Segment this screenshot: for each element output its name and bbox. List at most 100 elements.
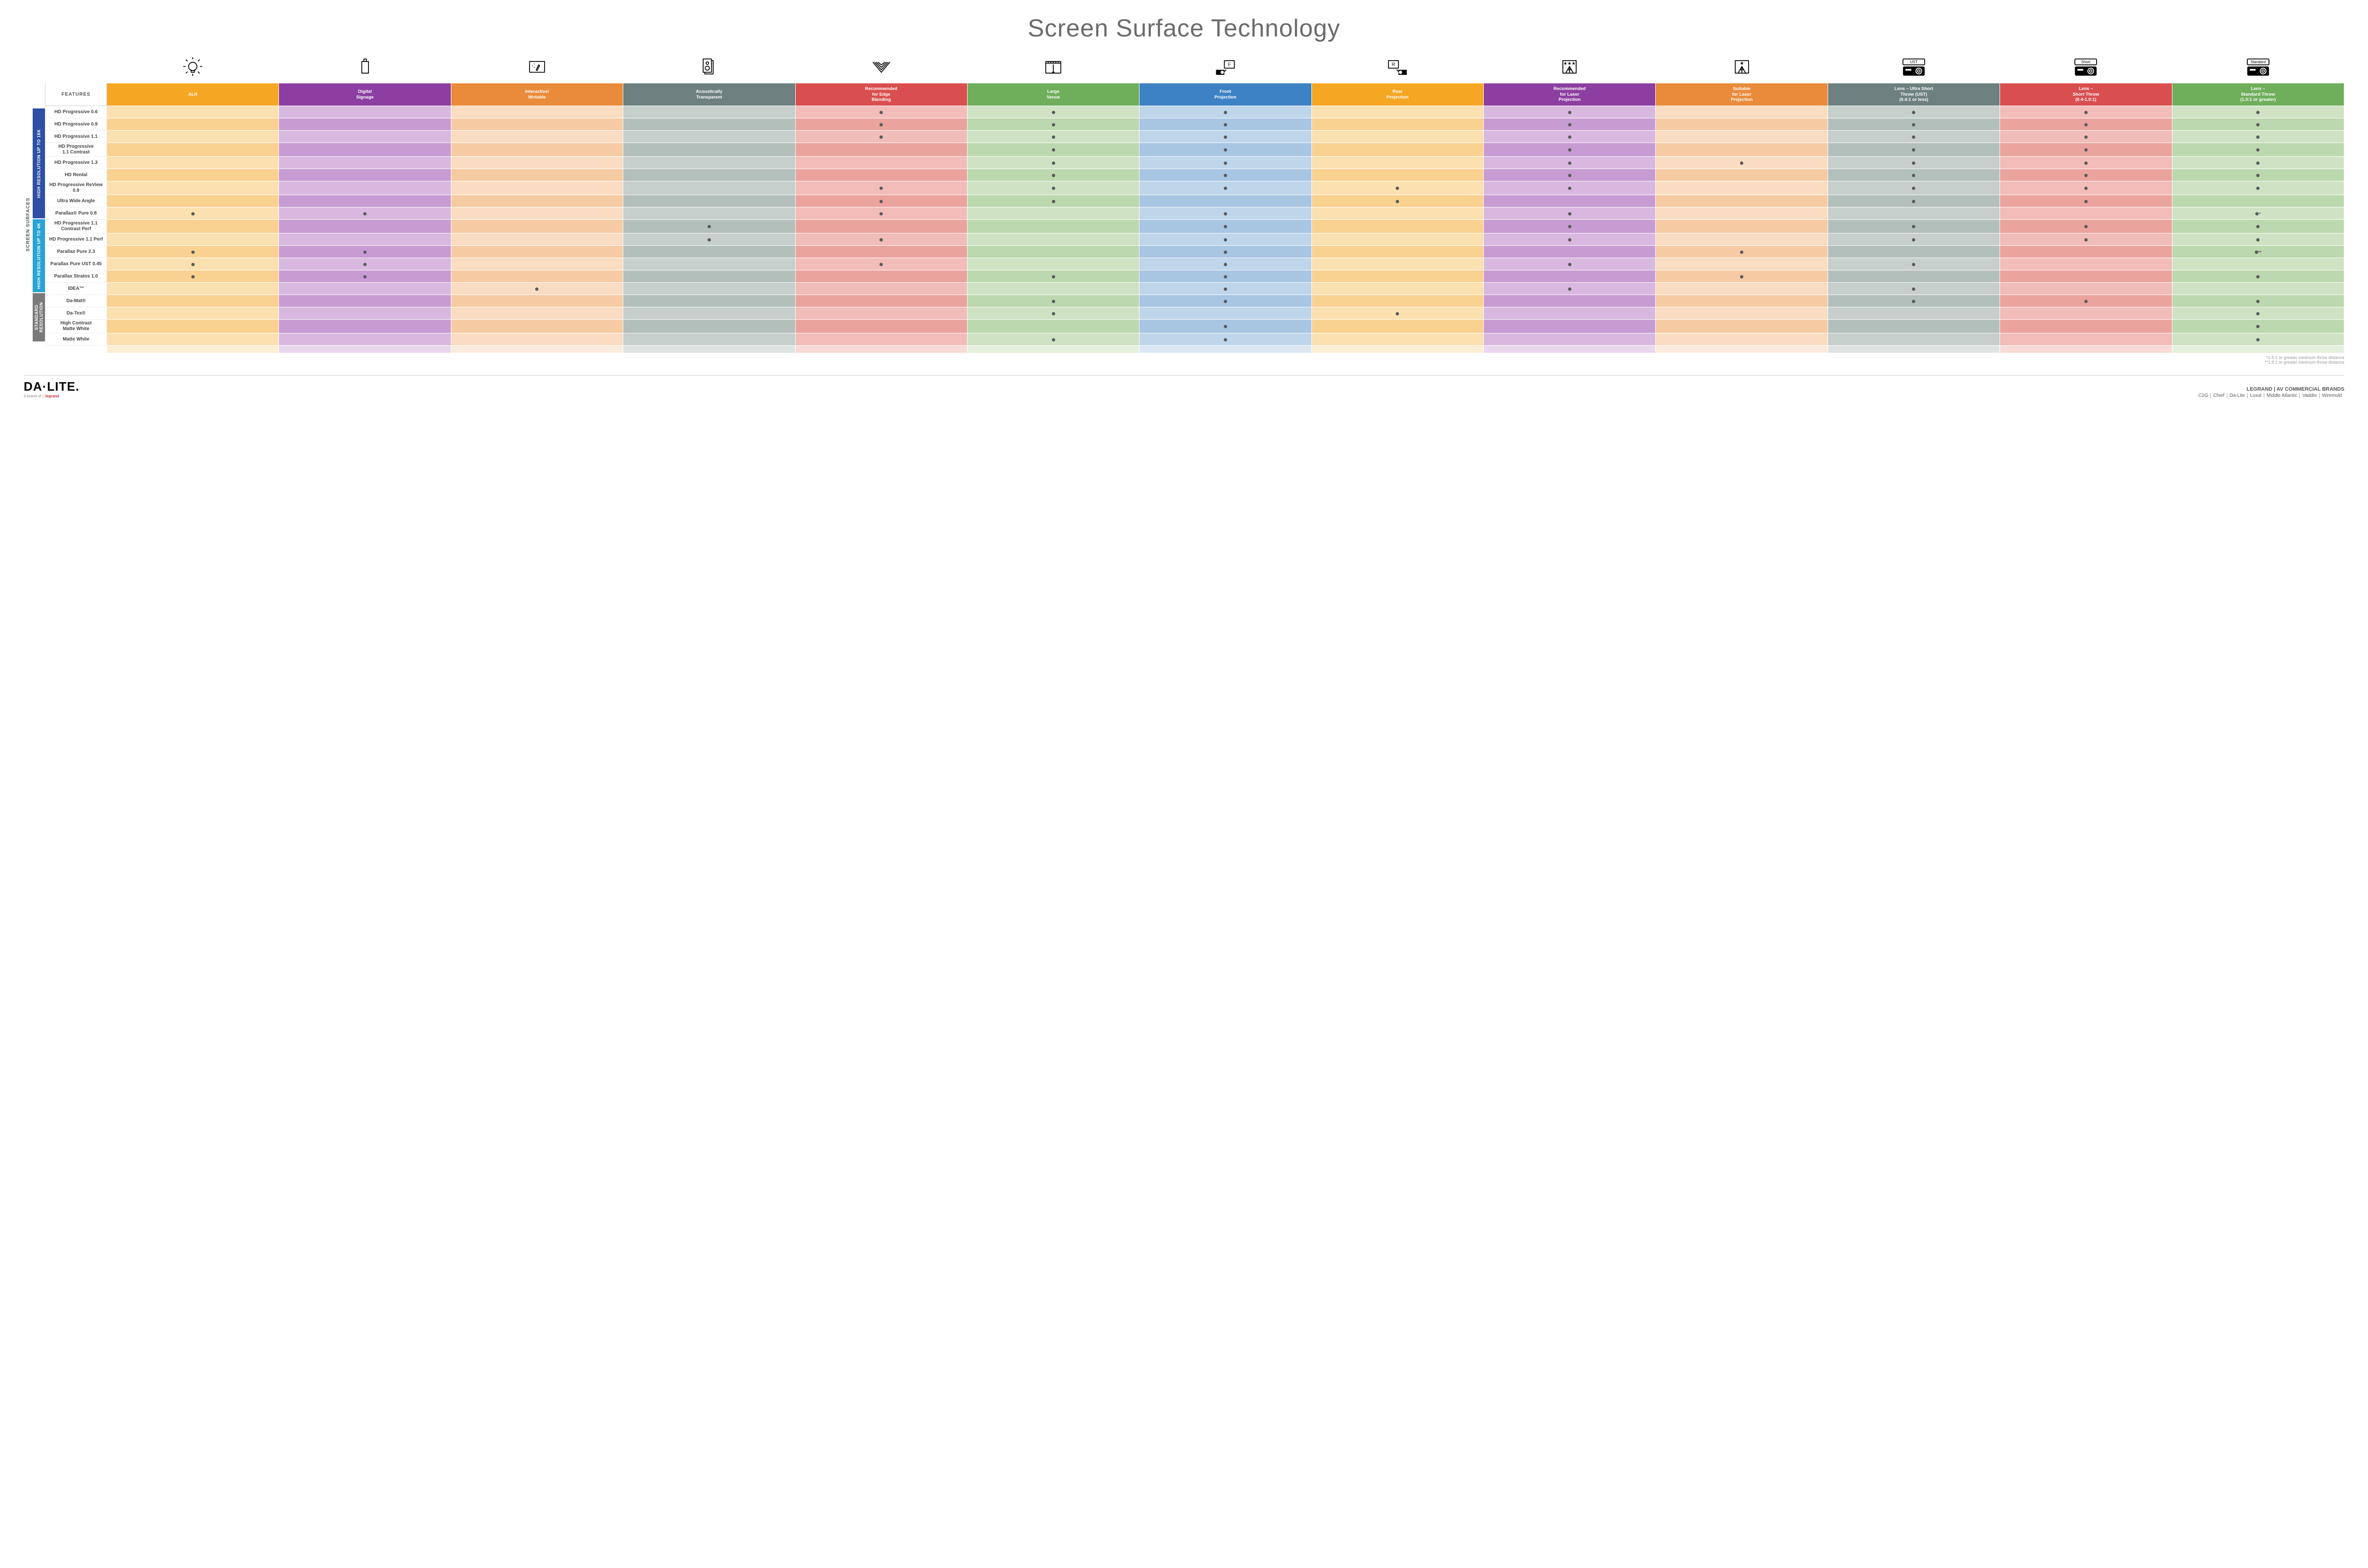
dot-icon	[1052, 148, 1055, 152]
dot-icon	[879, 263, 883, 266]
dot-icon	[879, 123, 883, 126]
cell-rea	[1311, 118, 1483, 131]
cell-slp	[1656, 207, 1828, 220]
cell-ust	[1828, 270, 2000, 283]
dot-icon	[1224, 212, 1227, 215]
cell-wri	[451, 157, 623, 169]
cell-sht	[2000, 333, 2172, 346]
dot-icon	[1052, 111, 1055, 114]
cell-aco	[623, 233, 795, 246]
dot-icon	[708, 225, 711, 228]
cell-lrg	[967, 169, 1139, 181]
row-label: Da-Mat®	[45, 295, 107, 307]
dot-icon	[1912, 135, 1915, 139]
icon-edg	[795, 55, 967, 83]
spacer-row	[45, 346, 2344, 353]
dot-icon	[1224, 174, 1227, 177]
cell-sig	[279, 106, 451, 118]
row-label: Da-Tex®	[45, 307, 107, 320]
cell-ust	[1828, 207, 2000, 220]
cell-slp	[1656, 195, 1828, 207]
row-label: Parallax Stratos 1.0	[45, 270, 107, 283]
cell-std	[2172, 106, 2344, 118]
table-row: HD Progressive ReView 0.9	[45, 181, 2344, 195]
row-label: Parallax Pure 2.3	[45, 246, 107, 258]
table-row: HD Progressive 1.1 Perf	[45, 233, 2344, 246]
svg-text:★★★: ★★★	[1563, 61, 1576, 66]
dot-icon	[1568, 187, 1571, 190]
cell-aco	[623, 246, 795, 258]
cell-wri	[451, 118, 623, 131]
dot-icon	[1052, 338, 1055, 341]
cell-alr	[107, 195, 279, 207]
dot-icon	[2084, 225, 2088, 228]
icon-rlp: ★★★	[1484, 55, 1656, 83]
col-header-sht: Lens –Short Throw(0.4-1.0:1)	[2000, 83, 2172, 106]
table-row: HD Progressive1.1 Contrast	[45, 143, 2344, 157]
dot-icon	[1912, 263, 1915, 266]
footer-brand: Da-Lite	[2227, 393, 2248, 398]
cell-aco	[623, 320, 795, 333]
cell-alr	[107, 143, 279, 157]
dot-icon	[2084, 135, 2088, 139]
dot-icon	[2256, 300, 2260, 303]
cell-wri	[451, 181, 623, 195]
cell-sig	[279, 333, 451, 346]
cell-slp	[1656, 233, 1828, 246]
svg-text:Short: Short	[2081, 60, 2091, 64]
cell-edg	[795, 106, 967, 118]
cell-edg	[795, 258, 967, 270]
cell-aco	[623, 181, 795, 195]
cell-rea	[1311, 220, 1483, 233]
dot-icon	[1052, 300, 1055, 303]
cell-sht	[2000, 258, 2172, 270]
col-header-rea: RearProjection	[1311, 83, 1483, 106]
cell-lrg	[967, 258, 1139, 270]
side-labels: SCREEN SURFACES HIGH RESOLUTION UP TO 16…	[24, 108, 45, 367]
dot-icon	[2256, 161, 2260, 165]
cell-lrg	[967, 270, 1139, 283]
cell-rea	[1311, 106, 1483, 118]
dot-icon	[1740, 161, 1743, 165]
cell-std	[2172, 131, 2344, 143]
dot-icon	[1224, 275, 1227, 278]
cell-wri	[451, 195, 623, 207]
cell-frn	[1139, 157, 1311, 169]
dot-icon	[708, 238, 711, 242]
cell-frn	[1139, 220, 1311, 233]
dot-icon	[191, 212, 195, 215]
cell-aco	[623, 283, 795, 295]
dot-icon	[1052, 200, 1055, 203]
cell-alr	[107, 106, 279, 118]
cell-slp	[1656, 320, 1828, 333]
dot-icon	[1912, 148, 1915, 152]
side-group: HIGH RESOLUTION UP TO 16K	[33, 108, 45, 218]
cell-edg	[795, 270, 967, 283]
cell-aco	[623, 333, 795, 346]
row-label: Ultra Wide Angle	[45, 195, 107, 207]
dot-icon	[535, 287, 538, 291]
cell-rlp	[1484, 246, 1656, 258]
cell-rlp	[1484, 333, 1656, 346]
cell-edg	[795, 307, 967, 320]
side-groups: HIGH RESOLUTION UP TO 16KHIGH RESOLUTION…	[33, 108, 45, 367]
footnotes: *1.5:1 or greater minimum throw distance…	[45, 353, 2344, 367]
dot-icon	[2084, 200, 2088, 203]
cell-lrg	[967, 143, 1139, 157]
cell-edg	[795, 320, 967, 333]
cell-wri	[451, 283, 623, 295]
cell-ust	[1828, 258, 2000, 270]
cell-rea	[1311, 333, 1483, 346]
cell-rea	[1311, 131, 1483, 143]
dot-icon	[1912, 174, 1915, 177]
table-row: HD Progressive 0.6	[45, 106, 2344, 118]
brand-sub-prefix: A brand of	[24, 394, 42, 398]
cell-sht	[2000, 233, 2172, 246]
cell-sig	[279, 320, 451, 333]
dot-icon	[2256, 325, 2260, 328]
icon-alr	[107, 55, 279, 83]
row-label: IDEA™	[45, 283, 107, 295]
dot-icon	[2256, 338, 2260, 341]
cell-ust	[1828, 169, 2000, 181]
cell-edg	[795, 157, 967, 169]
